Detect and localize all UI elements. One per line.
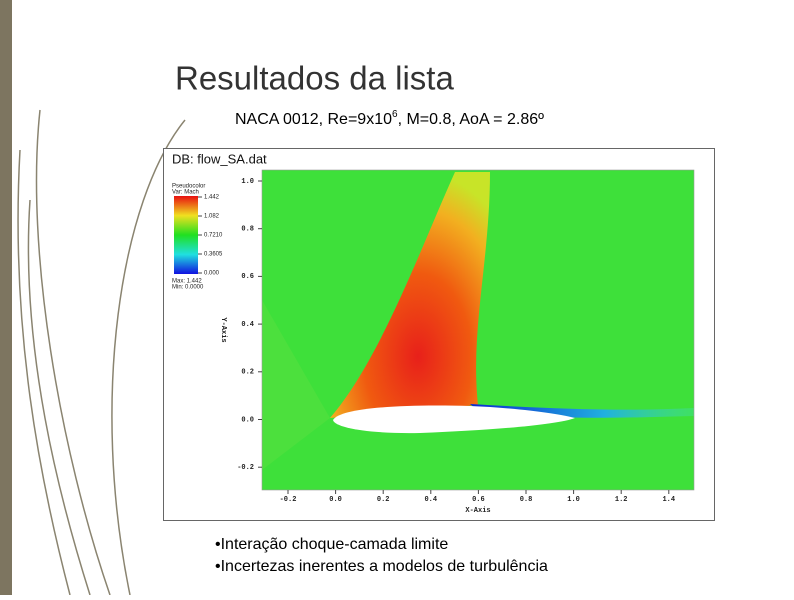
legend-level: 0.3605 [204,252,223,258]
y-tick-label: -0.2 [237,464,254,472]
slide-title: Resultados da lista [175,60,454,97]
legend-plot: Pseudocolor [172,184,205,190]
legend-level: 0.7210 [204,233,223,239]
legend-level: 1.082 [204,214,220,220]
airfoil [333,405,575,434]
legend-level: 0.000 [204,271,220,277]
x-axis-title: X-Axis [465,507,490,515]
legend-var: Var: Mach [172,190,199,196]
x-tick-label: 0.2 [377,496,390,504]
y-tick-label: 0.6 [241,273,254,281]
supersonic-region [330,172,490,418]
db-label: DB: flow_SA.dat [172,151,267,166]
x-tick-label: 0.6 [472,496,485,504]
legend-min: Min: 0.0000 [172,285,204,291]
y-tick-label: 0.2 [241,369,254,377]
bullet: •Incertezas inerentes a modelos de turbu… [215,558,548,575]
legend-max: Max: 1.442 [172,279,202,285]
x-tick-label: 0.4 [424,496,437,504]
x-tick-label: -0.2 [280,496,297,504]
y-tick-label: 0.0 [241,416,254,424]
side-bar [0,0,12,595]
bullet: •Interação choque-camada limite [215,536,448,553]
x-tick-label: 1.4 [662,496,675,504]
x-tick-label: 1.2 [615,496,628,504]
x-tick-label: 1.0 [567,496,580,504]
subtitle: NACA 0012, Re=9x106, M=0.8, AoA = 2.86º [235,109,544,129]
legend-level: 1.442 [204,195,220,201]
x-tick-label: 0.8 [520,496,533,504]
decor-lines [17,109,186,596]
colorbar [174,196,198,274]
field-shade [262,300,330,470]
y-tick-label: 0.8 [241,226,254,234]
x-tick-label: 0.0 [329,496,342,504]
y-tick-label: 0.4 [241,321,254,329]
y-tick-label: 1.0 [241,178,254,186]
y-axis-title: Y-Axis [219,317,227,342]
